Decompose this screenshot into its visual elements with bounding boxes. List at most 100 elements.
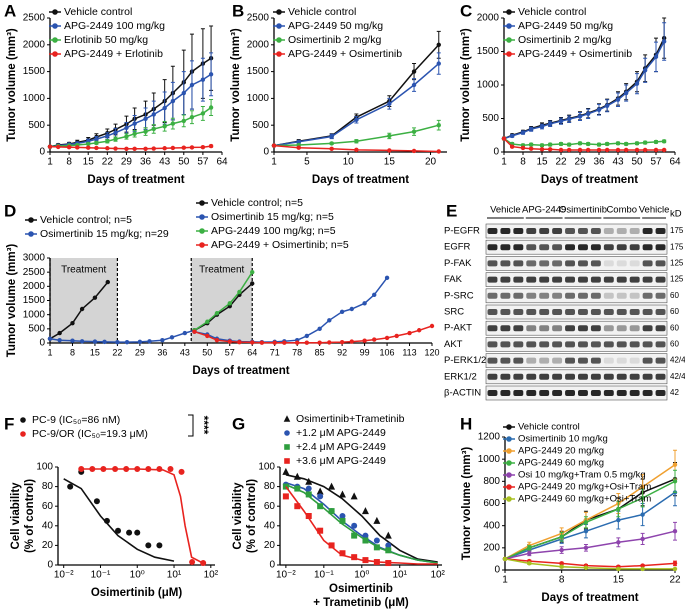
point [640, 484, 645, 490]
band [565, 309, 575, 315]
size-label: 42/44 [670, 356, 685, 365]
point [558, 118, 564, 124]
panel-label: H [460, 414, 472, 433]
x-tick-label: 71 [270, 347, 280, 357]
series-line [194, 271, 253, 331]
y-axis-title: Tumor volume (mm³) [461, 447, 473, 561]
point [92, 339, 98, 344]
group-label: Vehicle [639, 205, 670, 216]
band [590, 292, 601, 299]
legend-marker [506, 23, 512, 29]
x-tick-label: 120 [424, 347, 439, 357]
point [272, 340, 277, 345]
point [79, 306, 85, 312]
band [616, 341, 627, 348]
point [623, 141, 629, 147]
point [294, 340, 300, 345]
point [317, 493, 324, 500]
y-tick-label: 80 [42, 481, 54, 492]
y-axis-title: Tumor volume (mm³) [6, 244, 18, 358]
band [642, 390, 653, 396]
fit-curve [81, 468, 204, 564]
point [134, 529, 141, 536]
x-tick-label: 29 [574, 157, 586, 168]
point [304, 340, 310, 345]
y-tick-label: 500 [28, 323, 45, 334]
band [629, 357, 640, 364]
point [558, 147, 564, 153]
point [583, 520, 589, 525]
group-label: Osimertinib [559, 205, 607, 216]
point [105, 139, 110, 144]
band [500, 309, 511, 315]
y-tick-label: 0 [263, 147, 269, 158]
point [78, 465, 85, 472]
y-tick-label: 2000 [23, 281, 46, 292]
y-tick-label: 1500 [247, 66, 270, 77]
point [387, 148, 392, 153]
band [513, 373, 524, 380]
point [615, 97, 621, 102]
row-label: P-SRC [444, 290, 474, 301]
size-label: 60 [670, 340, 679, 349]
point [100, 465, 107, 472]
x-tick-label: 50 [178, 157, 190, 168]
band [578, 373, 588, 380]
x-tick-label: 43 [159, 157, 171, 168]
point [143, 116, 148, 121]
point [94, 145, 99, 151]
band [513, 228, 524, 234]
band [500, 373, 511, 380]
point [143, 146, 148, 151]
point [57, 330, 62, 336]
band [655, 260, 666, 267]
row-label: ERK1/2 [444, 371, 477, 382]
legend-marker [506, 51, 512, 57]
point [349, 339, 354, 344]
point [615, 147, 621, 153]
x-tick-label: 10⁻² [54, 570, 74, 581]
legend-marker [199, 200, 205, 206]
point [411, 129, 417, 134]
legend-marker [276, 9, 282, 15]
band [578, 341, 588, 348]
point [384, 335, 390, 341]
point [170, 98, 176, 104]
band [513, 292, 524, 299]
x-tick-label: 10² [430, 570, 445, 581]
significance-label: **** [197, 416, 211, 435]
band [616, 325, 627, 332]
point [501, 136, 507, 141]
band [552, 325, 563, 332]
band [500, 292, 511, 299]
point [105, 279, 110, 285]
blot-strip [485, 320, 668, 336]
point [282, 467, 290, 475]
band [487, 260, 498, 267]
legend-label: Osimertinib 2 mg/kg [288, 34, 382, 46]
point [640, 536, 645, 542]
point [362, 338, 367, 343]
point [94, 140, 99, 146]
band [565, 260, 575, 267]
band [642, 244, 653, 251]
band [603, 341, 614, 348]
point [151, 112, 156, 117]
band [578, 357, 588, 364]
panel-label: D [4, 201, 16, 220]
point [132, 146, 137, 151]
point [528, 146, 534, 151]
row-label: P-ERK1/2 [444, 355, 486, 366]
x-axis-title: Days of treatment [192, 365, 289, 377]
point [640, 495, 645, 501]
y-tick-label: 0 [493, 147, 499, 158]
band [603, 276, 614, 283]
band [552, 244, 563, 251]
point [89, 465, 96, 472]
legend-marker [52, 51, 58, 57]
panel-label: A [4, 1, 16, 20]
x-axis-title: Days of treatment [541, 174, 638, 186]
point [616, 540, 621, 545]
point [596, 107, 602, 112]
point [271, 143, 277, 148]
